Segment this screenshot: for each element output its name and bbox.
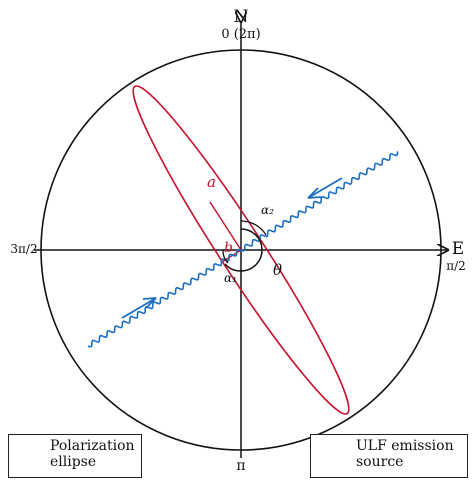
major-axis-label: a [207, 173, 216, 191]
legend-polarization-text: Polarization ellipse [50, 438, 135, 470]
wave-arrow-lower [121, 297, 157, 319]
alpha1-label: α₁ [224, 271, 237, 285]
wave-arrow-upper [307, 177, 343, 199]
legend-polarization-line2: ellipse [50, 454, 97, 470]
alpha2-label: α₂ [261, 203, 274, 217]
south-angle-label: π [236, 458, 245, 474]
minor-axis-label: b [224, 240, 233, 256]
alpha2-arc [240, 220, 267, 236]
legend-ulf-line1: ULF emission [356, 438, 454, 454]
major-axis-line [209, 201, 242, 251]
ulf-wave-upper [240, 151, 399, 252]
legend-ulf-line2: source [356, 454, 404, 470]
north-label: N [234, 7, 249, 27]
ulf-wave-lower [87, 248, 243, 348]
east-angle-label: π/2 [446, 259, 466, 273]
west-angle-label: 3π/2 [10, 242, 37, 256]
legend-polarization-line1: Polarization [50, 438, 135, 454]
east-label: E [452, 239, 464, 259]
theta-label: θ [273, 261, 282, 279]
legend-ulf [310, 434, 468, 478]
theta-arc [224, 228, 263, 272]
legend-ulf-text: ULF emission source [356, 438, 454, 470]
alpha1-arc [222, 249, 229, 264]
north-angle-label: 0 (2π) [221, 27, 260, 42]
legend-polarization [8, 434, 142, 478]
